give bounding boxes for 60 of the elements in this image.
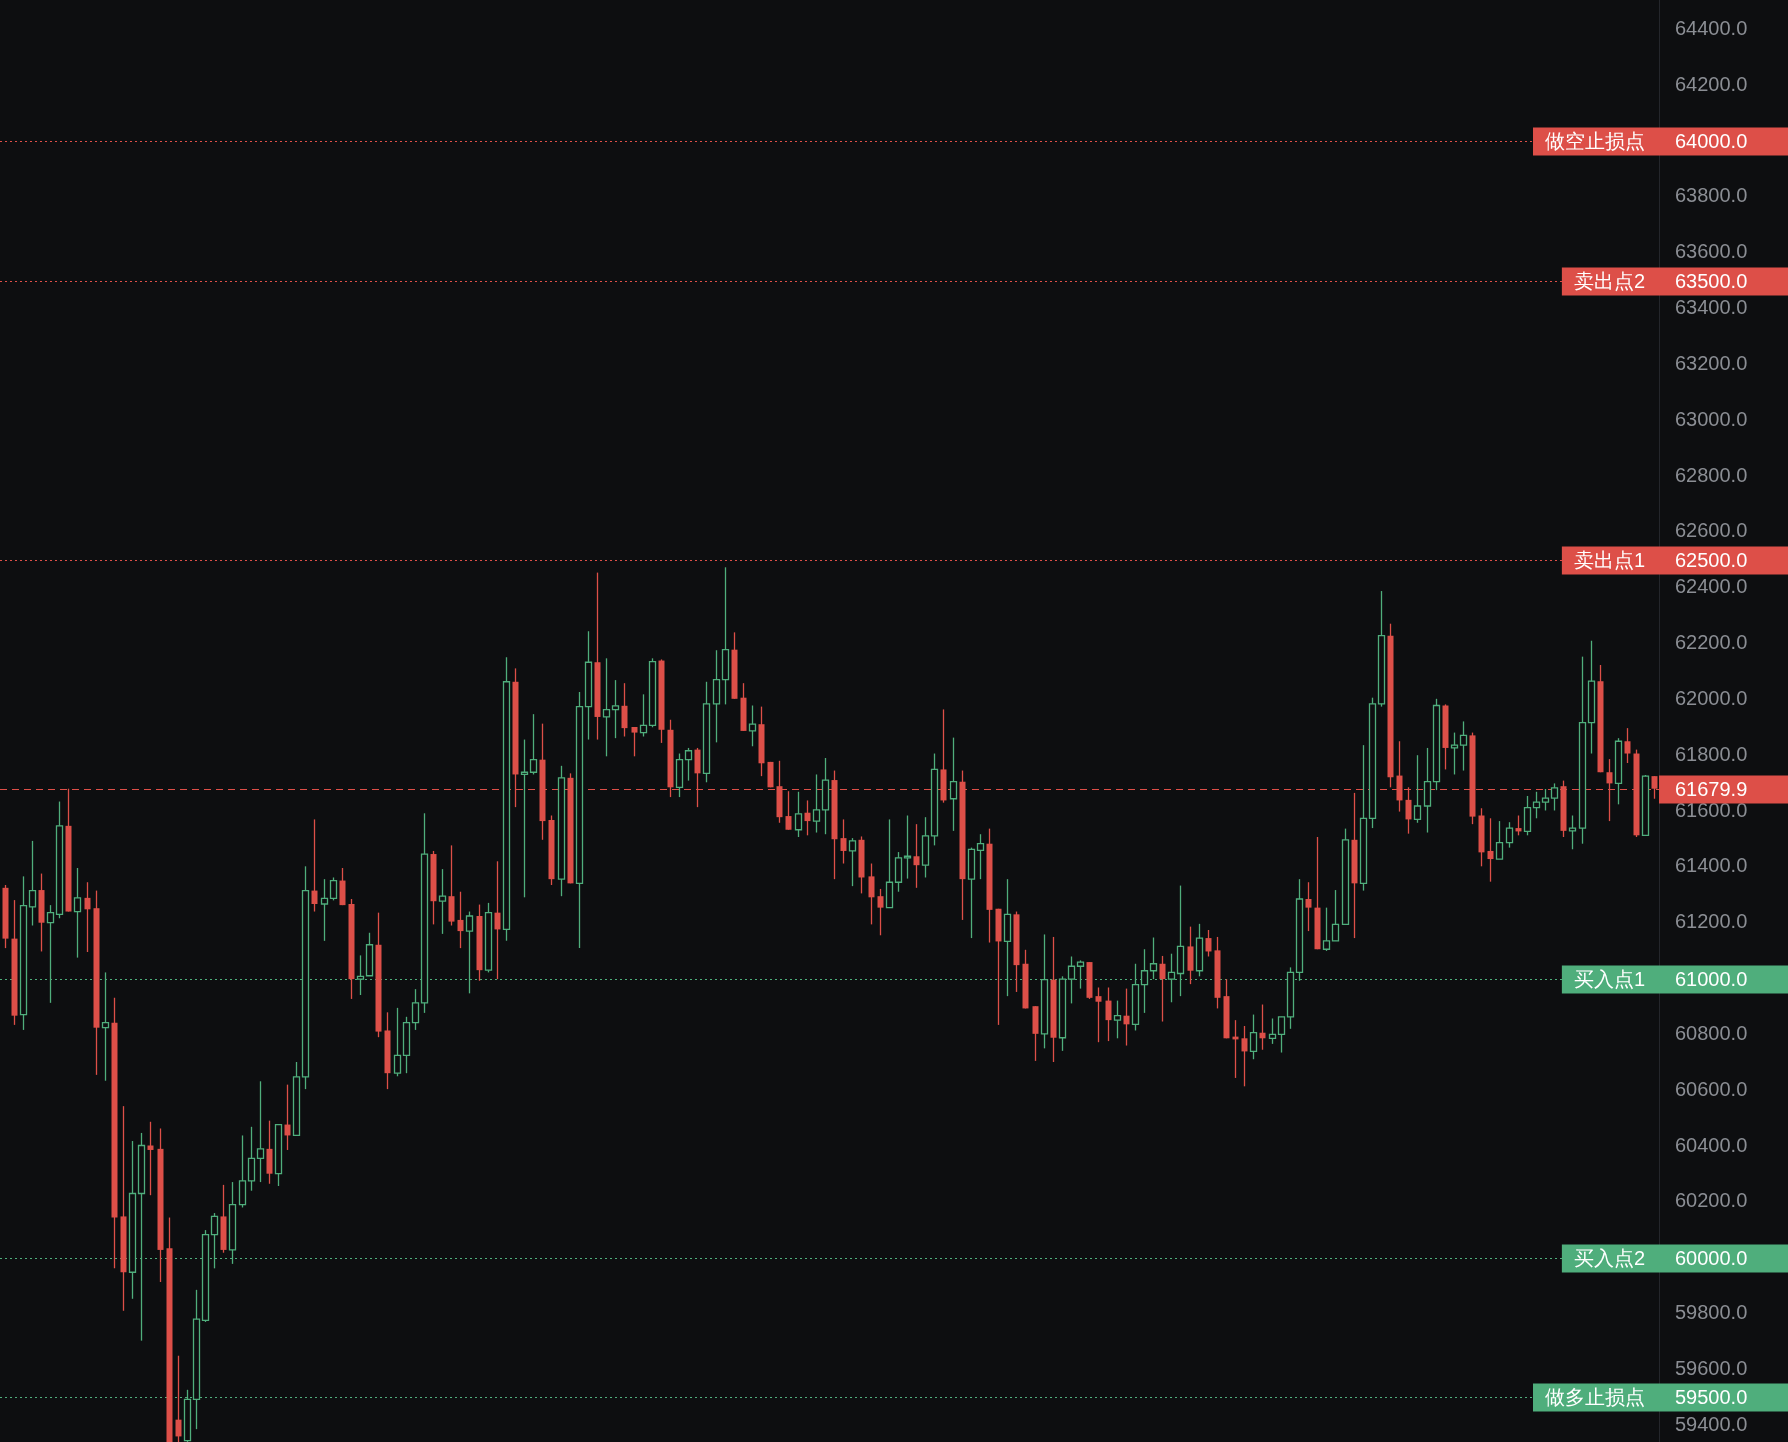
y-tick-label: 62600.0 [1675,519,1748,542]
y-tick-label: 64400.0 [1675,16,1748,39]
y-tick-label: 63400.0 [1675,296,1748,319]
y-tick-label: 62800.0 [1675,463,1748,486]
y-tick-label: 63000.0 [1675,407,1748,430]
text: 61000.0 [1675,968,1748,991]
candlestick [175,1355,182,1442]
text: 60000.0 [1675,1247,1748,1270]
candlestick [804,799,811,836]
y-tick-label: 60600.0 [1675,1077,1748,1100]
y-tick-label: 61600.0 [1675,798,1748,821]
candlestick [1095,986,1102,1043]
candlestick [877,888,884,936]
ref-line-label: 买入点2 [1573,1247,1645,1270]
y-tick-label: 59600.0 [1675,1356,1748,1379]
y-tick-label: 60800.0 [1675,1021,1748,1044]
y-tick-label: 63800.0 [1675,184,1748,207]
candlestick [1624,727,1631,764]
candlestick [494,860,501,980]
y-tick-label: 62200.0 [1675,631,1748,654]
ref-line-label: 卖出点1 [1573,549,1645,572]
y-tick-label: 64200.0 [1675,72,1748,95]
y-tick-label: 61200.0 [1675,910,1748,933]
text: 63500.0 [1675,270,1748,293]
y-tick-label: 59800.0 [1675,1301,1748,1324]
y-tick-label: 61400.0 [1675,854,1748,877]
ref-line-label: 卖出点2 [1573,270,1645,293]
candlestick [1515,814,1522,836]
candlestick [311,818,318,913]
candlestick [84,881,91,953]
y-tick-label: 61800.0 [1675,742,1748,765]
text: 62500.0 [1675,549,1748,572]
y-tick-label: 60400.0 [1675,1133,1748,1156]
y-tick-label: 62000.0 [1675,686,1748,709]
candlestick [785,790,792,831]
candlestick [1305,881,1312,932]
candlestick [840,818,847,865]
text: 64000.0 [1675,130,1748,153]
candlestick [1205,929,1212,958]
text: 59500.0 [1675,1386,1748,1409]
candlestick [1123,987,1130,1047]
text: 61679.9 [1675,778,1748,801]
ref-line-label: 买入点1 [1573,968,1645,991]
candlestick [868,862,875,926]
y-tick-label: 60200.0 [1675,1189,1748,1212]
ref-line-label: 做空止损点 [1545,130,1645,153]
candlestick [284,1083,291,1151]
candlestick [1487,817,1494,883]
y-tick-label: 63600.0 [1675,240,1748,263]
candlestick [913,823,920,889]
candlestick [621,682,628,738]
y-tick-label: 62400.0 [1675,575,1748,598]
y-tick-label: 63200.0 [1675,351,1748,374]
candlestick [1159,955,1166,1023]
y-tick-label: 59400.0 [1675,1412,1748,1435]
candlestick [631,726,638,757]
candlestick [457,891,464,949]
ref-line-label: 做多止损点 [1545,1386,1645,1409]
candlestick [1105,986,1112,1042]
candlestick [1241,1025,1248,1087]
